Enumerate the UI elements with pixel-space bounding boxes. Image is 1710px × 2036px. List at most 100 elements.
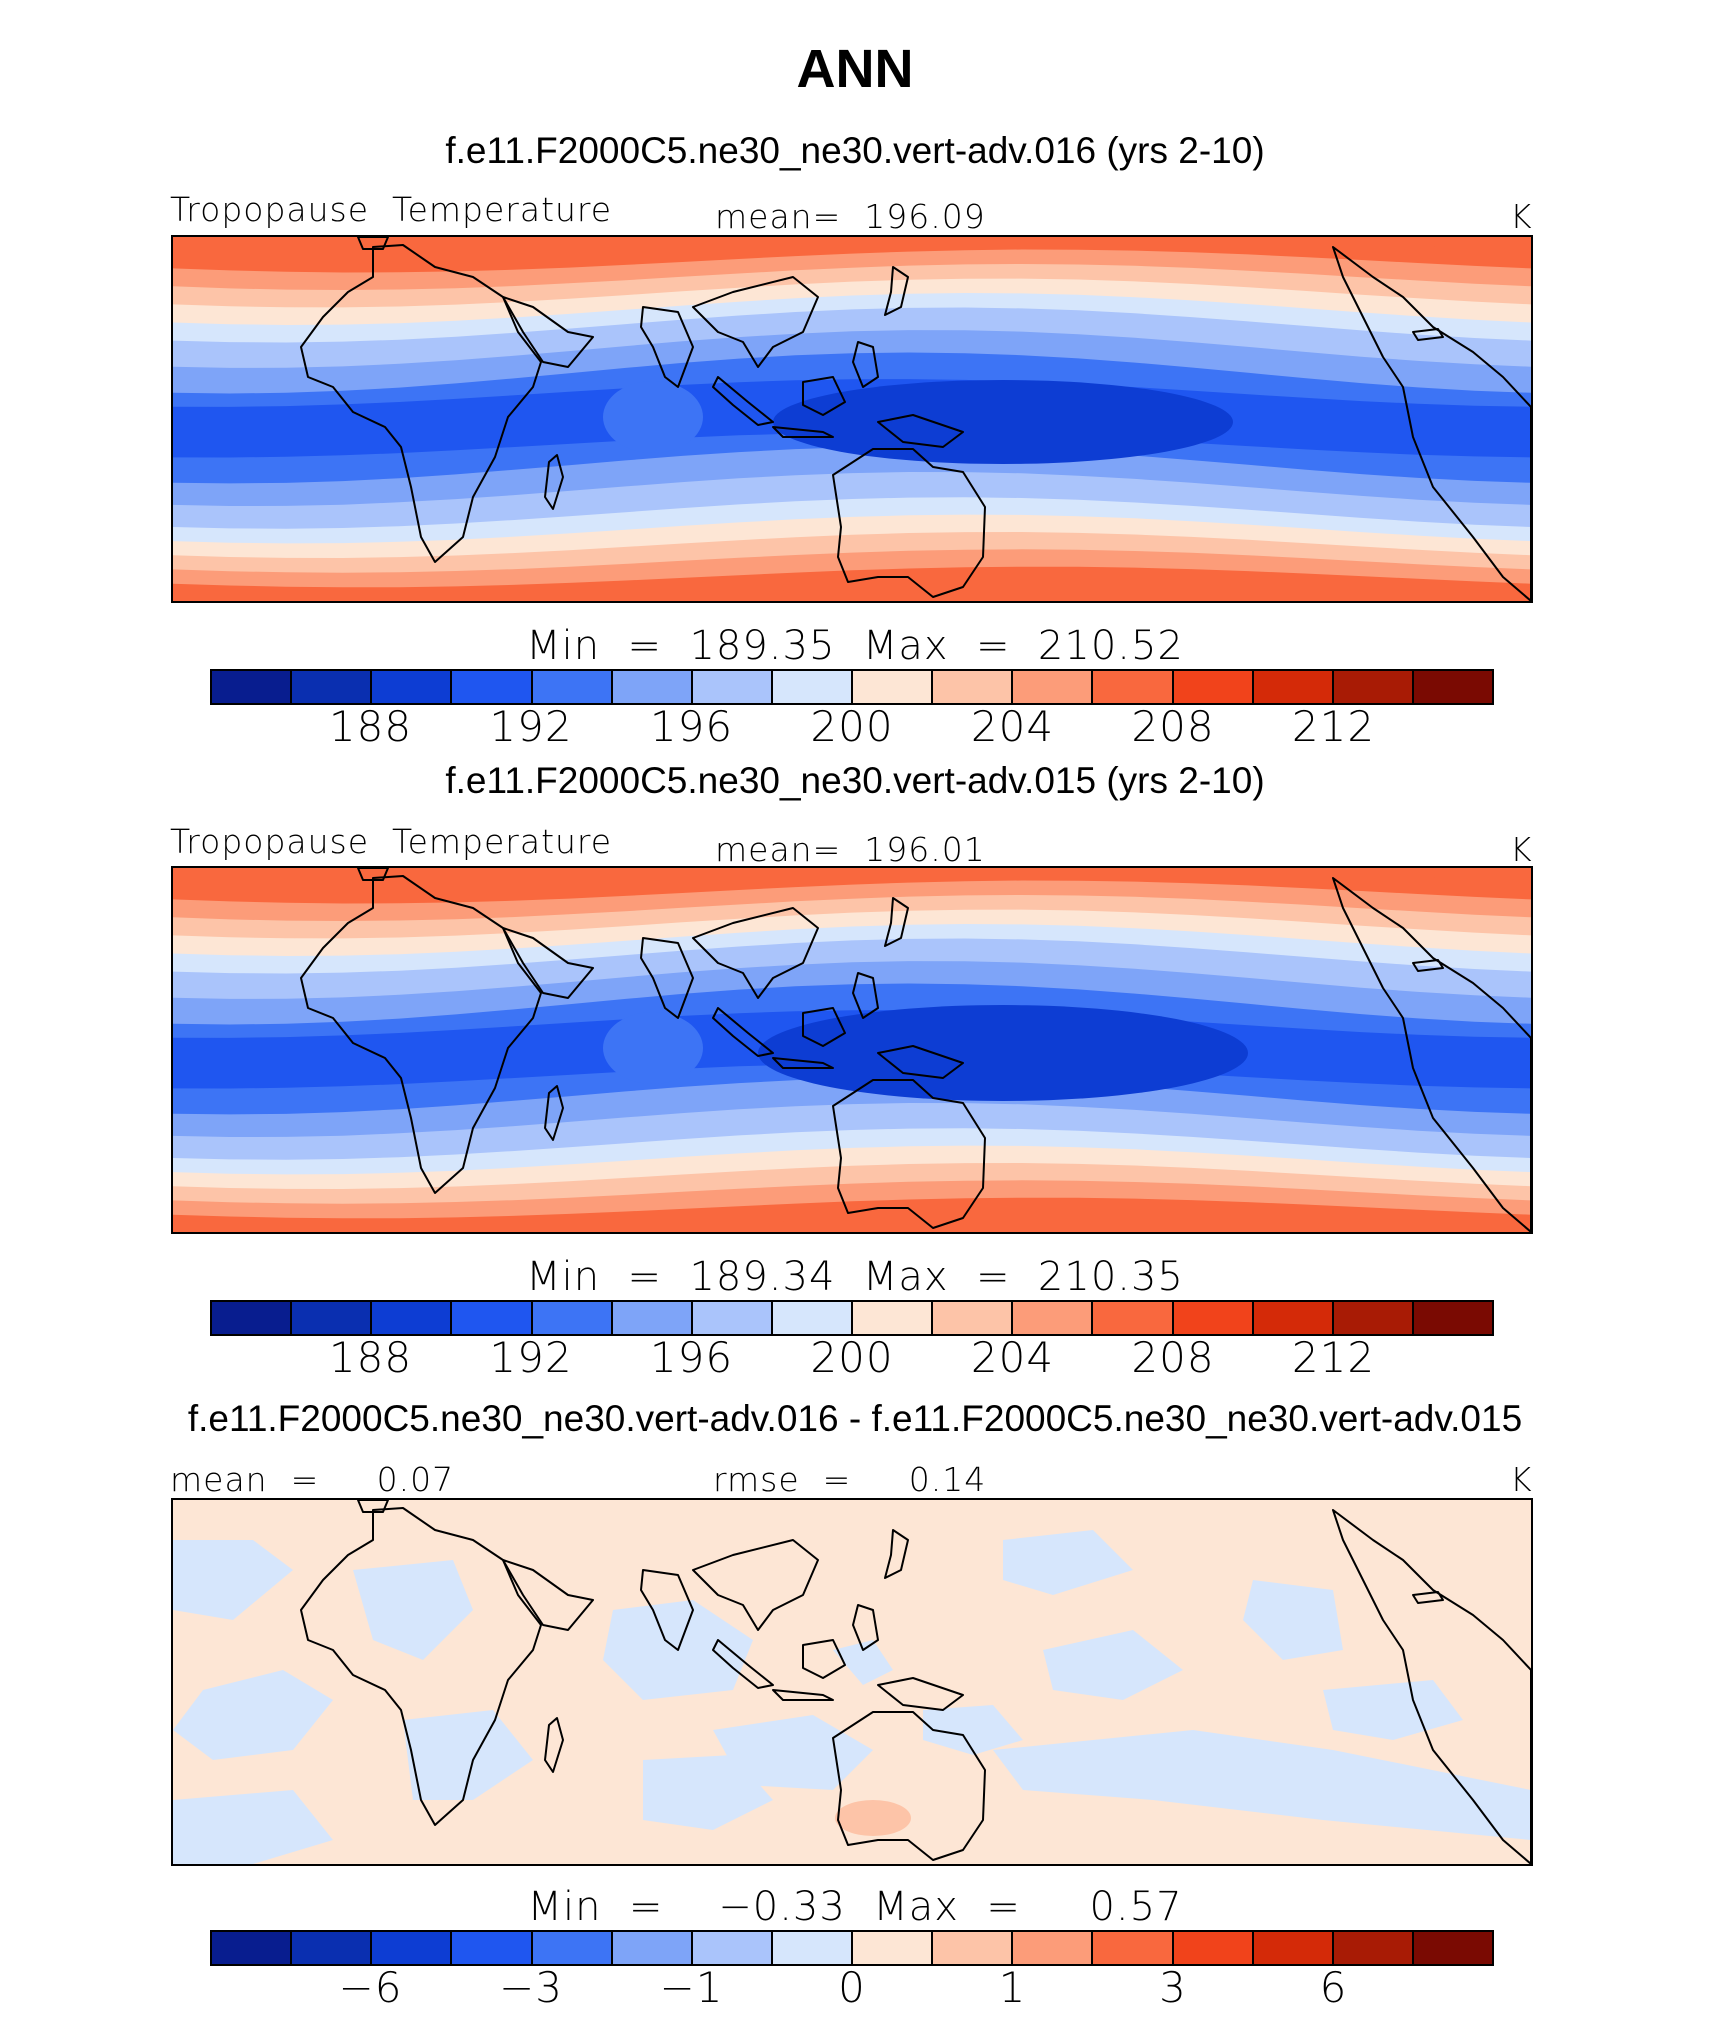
difference-contour-region (1323, 1680, 1463, 1740)
difference-contour-region (833, 1640, 893, 1685)
colorbar-segment (372, 1932, 453, 1964)
coastline (802, 1007, 846, 1047)
colorbar-segment (452, 671, 533, 703)
colorbar-segment (1413, 1302, 1492, 1334)
coastline (640, 937, 694, 1019)
coastline (772, 426, 834, 438)
coastline (772, 1689, 834, 1701)
colorbar-segment (1013, 671, 1094, 703)
coastline (1412, 1591, 1444, 1604)
coastline (772, 1057, 834, 1069)
panel-1-variable-label: Tropopause Temperature (170, 190, 613, 229)
coastline (640, 306, 694, 388)
difference-contour-region (1043, 1630, 1183, 1700)
panel-3-units-label: K (1510, 1460, 1533, 1499)
colorbar-segment (692, 671, 773, 703)
cold-minimum-contour (758, 1005, 1248, 1101)
colorbar-tick-label: 188 (328, 1333, 413, 1382)
colorbar-tick-label: 1 (998, 1963, 1027, 2012)
panel-3-colorbar (210, 1930, 1494, 1966)
coastline (832, 448, 986, 598)
panel-3-min-max: Min = −0.33 Max = 0.57 (527, 1884, 1183, 1930)
coastline (877, 414, 964, 448)
coastline (502, 1559, 594, 1631)
colorbar-segment (212, 671, 293, 703)
difference-contour-region (403, 1710, 533, 1800)
colorbar-segment (612, 671, 693, 703)
colorbar-tick-label: 192 (489, 702, 573, 751)
colorbar-tick-label: −6 (338, 1963, 403, 2012)
colorbar-tick-label: 212 (1291, 702, 1376, 751)
colorbar-segment (612, 1302, 693, 1334)
colorbar-segment (1013, 1932, 1094, 1964)
colorbar-segment (292, 1932, 373, 1964)
panel-2-colorbar (210, 1300, 1494, 1336)
colorbar-segment (692, 1932, 773, 1964)
colorbar-segment (853, 1932, 934, 1964)
colorbar-segment (452, 1302, 533, 1334)
colorbar-segment (772, 671, 853, 703)
panel-3-colorbar-ticks: −6 −3 −1 0 1 3 6 (210, 1963, 1494, 2013)
coastline (712, 1007, 774, 1057)
panel-2-mean-label: mean= 196.01 (715, 830, 986, 869)
colorbar-segment (1013, 1302, 1094, 1334)
colorbar-tick-label: 208 (1131, 1333, 1215, 1382)
colorbar-segment (1333, 1932, 1414, 1964)
warm-anomaly-contour (603, 1012, 703, 1084)
colorbar-segment (1173, 1302, 1254, 1334)
coastline (832, 1711, 986, 1861)
panel-1-colorbar-ticks: 188 192 196 200 204 208 212 (210, 702, 1494, 752)
coastline (692, 907, 819, 999)
colorbar-segment (612, 1932, 693, 1964)
coastline (877, 1677, 964, 1711)
panel-2-units-label: K (1510, 830, 1533, 869)
coastline (502, 296, 594, 368)
coastline (692, 276, 819, 368)
colorbar-segment (933, 1302, 1014, 1334)
colorbar-segment (532, 1302, 613, 1334)
colorbar-tick-label: 200 (810, 702, 894, 751)
difference-contour-region (353, 1560, 473, 1660)
panel-2-variable-label: Tropopause Temperature (170, 822, 613, 861)
colorbar-segment (772, 1302, 853, 1334)
panel-2-min-max: Min = 189.34 Max = 210.35 (526, 1254, 1184, 1300)
colorbar-segment (212, 1932, 293, 1964)
coastline (544, 1085, 564, 1141)
panel-1-min-max: Min = 189.35 Max = 210.52 (526, 623, 1184, 669)
coastline (1332, 877, 1531, 1232)
colorbar-segment (532, 1932, 613, 1964)
colorbar-segment (933, 671, 1014, 703)
panel-2-run-title: f.e11.F2000C5.ne30_ne30.vert-adv.015 (yr… (445, 760, 1265, 801)
colorbar-segment (1333, 1302, 1414, 1334)
coastline (877, 1045, 964, 1079)
colorbar-segment (692, 1302, 773, 1334)
colorbar-segment (292, 671, 373, 703)
colorbar-segment (853, 671, 934, 703)
coastline (712, 1639, 774, 1689)
difference-contour-region (1003, 1530, 1133, 1595)
coastline (852, 972, 879, 1019)
panel-1-colorbar (210, 669, 1494, 705)
colorbar-tick-label: −3 (499, 1963, 563, 2012)
colorbar-segment (1413, 671, 1492, 703)
colorbar-segment (853, 1302, 934, 1334)
colorbar-segment (212, 1302, 293, 1334)
coastline (357, 1500, 389, 1513)
difference-contour-region (173, 1540, 293, 1620)
colorbar-tick-label: 196 (649, 702, 734, 751)
panel-1-units-label: K (1510, 197, 1533, 236)
colorbar-segment (772, 1932, 853, 1964)
colorbar-segment (372, 671, 453, 703)
coastline (357, 237, 389, 250)
panel-3-rmse-label: rmse = 0.14 (713, 1460, 987, 1499)
colorbar-tick-label: 200 (810, 1333, 894, 1382)
colorbar-tick-label: 196 (649, 1333, 734, 1382)
colorbar-segment (372, 1302, 453, 1334)
colorbar-segment (1333, 671, 1414, 703)
coastline-group (300, 868, 1531, 1232)
coastline (884, 1529, 909, 1579)
coastline (712, 376, 774, 426)
coastline (1412, 328, 1444, 341)
coastline (544, 1717, 564, 1773)
difference-contour-region (713, 1715, 873, 1790)
